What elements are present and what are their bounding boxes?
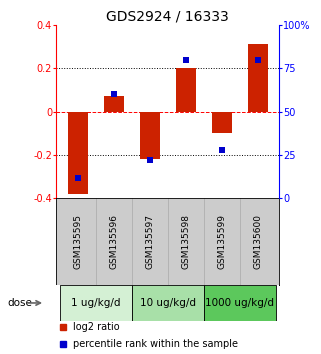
Bar <box>176 68 195 112</box>
Text: percentile rank within the sample: percentile rank within the sample <box>73 339 238 349</box>
Point <box>183 57 188 62</box>
Point <box>111 91 116 97</box>
Text: GSM135596: GSM135596 <box>109 215 118 269</box>
Text: 1000 ug/kg/d: 1000 ug/kg/d <box>205 298 274 308</box>
Text: GSM135597: GSM135597 <box>145 215 154 269</box>
Bar <box>104 96 124 112</box>
Point <box>255 57 260 62</box>
Text: GSM135600: GSM135600 <box>253 215 262 269</box>
Bar <box>140 112 160 159</box>
Point <box>219 147 224 153</box>
Bar <box>60 285 132 321</box>
Text: GSM135598: GSM135598 <box>181 215 190 269</box>
Bar <box>212 112 231 133</box>
Text: 10 ug/kg/d: 10 ug/kg/d <box>140 298 196 308</box>
Text: dose: dose <box>7 298 32 308</box>
Title: GDS2924 / 16333: GDS2924 / 16333 <box>106 10 229 24</box>
Bar <box>68 112 88 194</box>
Text: GSM135599: GSM135599 <box>217 215 226 269</box>
Bar <box>248 44 268 112</box>
Bar <box>204 285 276 321</box>
Point <box>147 158 152 163</box>
Bar <box>132 285 204 321</box>
Text: log2 ratio: log2 ratio <box>73 322 119 332</box>
Text: GSM135595: GSM135595 <box>73 215 82 269</box>
Point <box>75 175 80 181</box>
Text: 1 ug/kg/d: 1 ug/kg/d <box>71 298 120 308</box>
